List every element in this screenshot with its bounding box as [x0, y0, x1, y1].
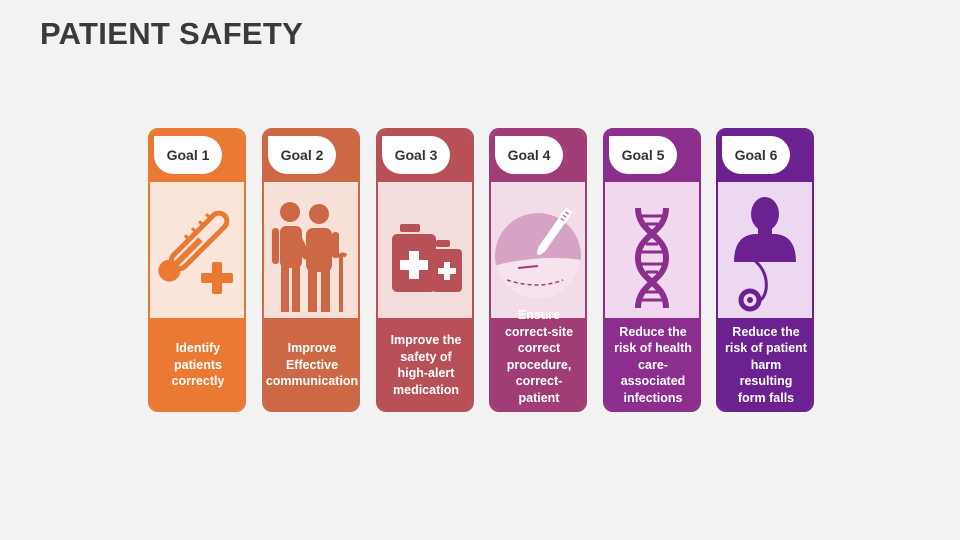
goal-card-3: Goal 3 Improve the safety of high-alert …: [376, 128, 474, 412]
dna-icon: [634, 207, 670, 309]
doctor-stethoscope-icon: [734, 197, 796, 312]
goal-tab: Goal 5: [605, 130, 699, 182]
goal-card-2: Goal 2 Improve Effective communication: [262, 128, 360, 412]
goal-tab: Goal 3: [378, 130, 472, 182]
goal-card-6: Goal 6 Reduce the risk of patient harm r…: [716, 128, 814, 412]
scalpel-incision-icon: [495, 207, 581, 299]
thermometer-plus-icon: [158, 210, 233, 294]
page-title: PATIENT SAFETY: [40, 16, 304, 51]
goal-label: Goal 4: [495, 136, 563, 174]
goal-tab: Goal 1: [150, 130, 244, 182]
goal-card-5: Goal 5 Reduce the risk of health care-as…: [603, 128, 701, 412]
goal-tab: Goal 6: [718, 130, 812, 182]
goal-description: Identify patients correctly: [150, 318, 244, 410]
goal-card-4: Goal 4 Ensure correct-site correct proce…: [489, 128, 587, 412]
goal-label: Goal 2: [268, 136, 336, 174]
goal-card-1: Goal 1 Identify patients correctly: [148, 128, 246, 412]
goal-label: Goal 6: [722, 136, 790, 174]
goal-label: Goal 1: [154, 136, 222, 174]
goal-description: Reduce the risk of health care-associate…: [605, 318, 699, 410]
elderly-couple-icon: [272, 202, 348, 312]
goal-tab: Goal 4: [491, 130, 585, 182]
goal-description: Improve the safety of high-alert medicat…: [378, 318, 472, 410]
goal-description: Improve Effective communication: [264, 318, 358, 410]
goal-label: Goal 3: [382, 136, 450, 174]
goal-description: Ensure correct-site correct procedure, c…: [491, 308, 585, 410]
medicine-bottles-icon: [392, 224, 462, 292]
goal-label: Goal 5: [609, 136, 677, 174]
goal-description: Reduce the risk of patient harm resultin…: [718, 318, 812, 410]
goal-tab: Goal 2: [264, 130, 358, 182]
